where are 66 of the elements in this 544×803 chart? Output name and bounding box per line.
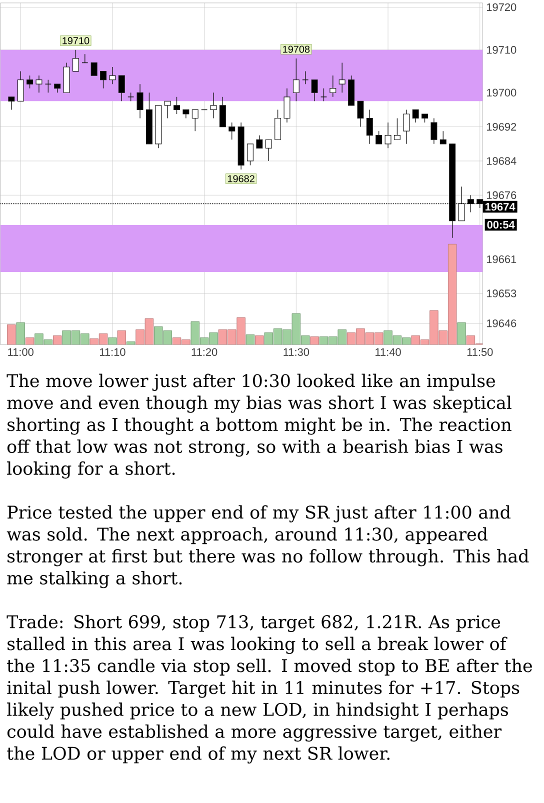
candlestick [458, 186, 465, 222]
candlestick [274, 109, 281, 140]
annotation: 19708 [282, 46, 310, 53]
y-tick-label: 19692 [486, 122, 516, 131]
candlestick [8, 96, 14, 110]
candlestick [394, 118, 400, 140]
candlestick [366, 109, 373, 144]
candlestick [311, 79, 318, 102]
candlestick [118, 75, 125, 102]
annotation: 19682 [228, 175, 254, 182]
candlestick [173, 96, 180, 114]
candlestick [292, 58, 300, 102]
y-tick-label: 19684 [486, 157, 516, 165]
candlestick [72, 50, 79, 72]
candlestick [192, 109, 198, 132]
bar [16, 322, 25, 345]
ref-line-label: 19674 [485, 202, 516, 211]
text: Trade: Short 699, stop 713, target 682, 1.21R. As price stalled in this area I was looking to sell a break lower of the 11:35 candle via stop sell. I moved stop to BE after the inital push lower. Target hit in 11 minutes for +17. Stops likely pushed price to a new LOD, in hindsight I perhaps could have established a more aggressive target, either the LOD or upper end of my next SR lower. [6, 614, 532, 764]
candlestick [36, 75, 42, 93]
y-tick-label: 19710 [486, 46, 516, 54]
text: 00:54 [487, 220, 515, 229]
candlestick [440, 130, 446, 144]
candlestick [256, 135, 262, 149]
candlestick [164, 100, 171, 119]
candlestick [26, 75, 33, 89]
bar [108, 337, 117, 345]
bar [456, 322, 466, 345]
x-tick-label: 11:30 [283, 348, 309, 356]
candlestick [375, 130, 382, 144]
candlestick [90, 62, 98, 76]
candlestick [136, 84, 144, 119]
candlestick [320, 88, 327, 102]
candlestick [100, 70, 106, 89]
bar [310, 336, 319, 345]
candlestick [109, 66, 116, 84]
y-tick-label: 19661 [486, 255, 516, 264]
candlestick [219, 96, 226, 128]
y-tick-label: 19653 [486, 290, 516, 298]
candlestick [228, 122, 235, 140]
y-tick-label: 19700 [486, 88, 516, 97]
candlestick [338, 62, 346, 93]
candlestick [384, 122, 392, 149]
candlestick [17, 70, 24, 102]
text: The move lower just after 10:30 looked like an impulse move and even though my bias was short I was skeptical shorting as I thought a bottom might be in. The reaction off that low was not strong, so with a bearish bias I was looking for a short. [6, 374, 512, 479]
candlestick [412, 109, 419, 123]
candlestick [210, 92, 217, 119]
bar [254, 335, 264, 345]
x-tick-label: 11:40 [375, 348, 401, 356]
candlestick [357, 100, 364, 128]
text: Price tested the upper end of my SR just after 11:00 and was sold. The next approach, around 11:30, appeared stronger at first but there was no follow through. This had me stalking a short. [6, 505, 529, 588]
x-tick-label: 11:00 [8, 348, 34, 356]
bar [6, 324, 16, 345]
candlestick [284, 88, 290, 123]
y-tick-label: 19646 [486, 319, 516, 328]
candlestick [329, 75, 336, 98]
candlestick [402, 109, 410, 144]
y-tick-label: 19720 [486, 3, 516, 12]
candlestick [430, 118, 437, 144]
x-tick-label: 11:10 [100, 348, 126, 356]
y-tick-label: 19676 [486, 191, 516, 200]
x-tick-label: 11:20 [192, 348, 217, 356]
candlestick [265, 139, 272, 162]
x-tick-label: 11:50 [467, 348, 493, 356]
candlestick [44, 79, 52, 93]
candlestick [246, 144, 254, 166]
annotation: 19710 [62, 37, 89, 44]
